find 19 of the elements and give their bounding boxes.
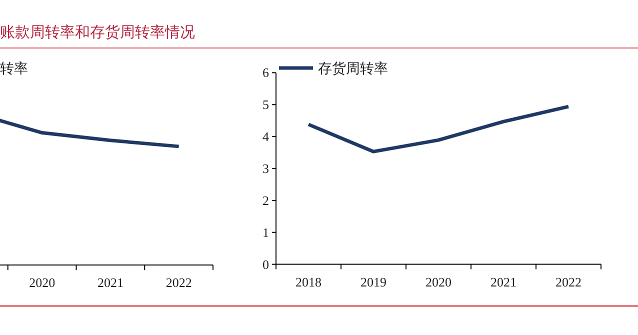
chart-title: 账款周转率和存货周转率情况 — [0, 24, 195, 41]
x-tick-label: 2019 — [360, 274, 386, 290]
y-tick-label: 0 — [262, 256, 269, 272]
y-tick-label: 2 — [262, 192, 269, 208]
x-tick-label: 2022 — [556, 274, 582, 290]
x-tick-label: 2021 — [490, 274, 516, 290]
x-tick-label: 2021 — [97, 275, 124, 290]
y-tick-label: 5 — [262, 97, 269, 112]
y-tick-label: 6 — [262, 65, 270, 80]
y-tick-label: 3 — [262, 161, 269, 176]
text: 转率 — [0, 61, 28, 77]
line-series — [306, 104, 570, 154]
x-tick-label: 2022 — [166, 275, 192, 290]
y-tick-label: 1 — [262, 224, 269, 240]
x-tick-label: 2020 — [426, 274, 452, 290]
y-tick-label: 4 — [262, 129, 270, 144]
legend-label: 存货周转率 — [318, 61, 388, 77]
x-tick-label: 2018 — [296, 274, 322, 290]
x-tick-label: 2020 — [29, 275, 56, 290]
